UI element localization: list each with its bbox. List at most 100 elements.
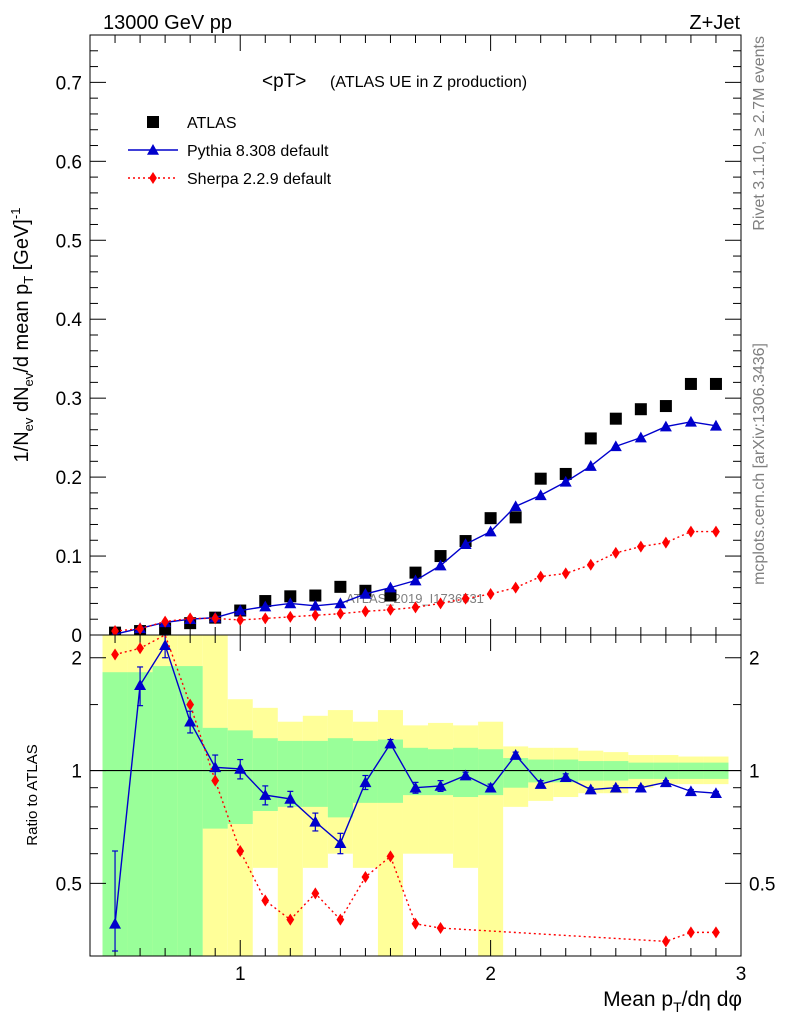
mcplots-label: mcplots.cern.ch [arXiv:1306.3436] <box>751 343 768 585</box>
legend-label: Pythia 8.308 default <box>187 143 329 160</box>
y-tick-label: 0.2 <box>56 468 82 489</box>
data-point <box>361 605 370 618</box>
ratio-point <box>459 769 472 781</box>
main-plot-panel: 00.10.20.30.40.50.60.7 ATLAS_2019_I17365… <box>56 34 742 647</box>
band-stat <box>327 738 353 818</box>
data-point <box>484 512 497 525</box>
data-point <box>511 581 520 594</box>
ratio-point <box>712 926 720 939</box>
data-point <box>609 412 622 425</box>
data-point <box>384 581 397 593</box>
ratio-series-triangle <box>109 634 722 952</box>
legend-entry: Sherpa 2.2.9 default <box>128 171 332 188</box>
band-stat <box>152 666 178 956</box>
main-plot-axes: 0 0.1 0.2 0.3 0.4 0.5 0.6 0.7 <box>56 35 741 647</box>
data-point <box>484 525 497 537</box>
ratio-y-tick-label: 1 <box>71 762 82 783</box>
ratio-point <box>361 870 370 883</box>
y-tick-label: 0.3 <box>56 389 82 410</box>
data-point <box>111 625 119 638</box>
data-point <box>659 400 672 413</box>
ratio-point <box>261 894 270 907</box>
ratio-point <box>609 781 622 793</box>
data-point <box>211 612 220 625</box>
ratio-point <box>311 887 320 900</box>
legend-label: ATLAS <box>187 115 237 132</box>
ratio-point <box>661 935 670 948</box>
data-point <box>411 601 420 614</box>
x-tick-label: 2 <box>485 964 496 985</box>
data-point <box>334 580 347 593</box>
ratio-point <box>111 648 119 661</box>
ratio-point <box>186 698 195 711</box>
data-point <box>136 622 144 635</box>
ratio-uncertainty-bands <box>102 635 729 956</box>
main-y-axis-label: 1/Nev dNev/d mean pT [GeV]-1 <box>8 208 36 463</box>
ratio-point <box>334 837 347 848</box>
ratio-point <box>687 926 695 939</box>
ratio-point <box>309 815 322 827</box>
data-point <box>634 403 647 416</box>
data-point <box>309 589 322 602</box>
data-point <box>309 599 322 611</box>
data-point <box>561 567 570 580</box>
legend-marker <box>147 144 159 155</box>
data-point <box>409 566 422 579</box>
data-point <box>661 536 670 549</box>
ratio-point <box>386 850 395 863</box>
ratio-point <box>709 787 722 799</box>
data-point <box>384 589 397 602</box>
ratio-point <box>136 642 144 655</box>
ratio-point <box>411 917 420 930</box>
legend: ATLAS Pythia 8.308 default Sherpa 2.2.9 de… <box>128 115 332 188</box>
data-point <box>584 460 597 471</box>
data-point <box>409 574 422 586</box>
data-point <box>509 511 522 524</box>
data-point <box>286 610 295 623</box>
ratio-point <box>286 913 295 926</box>
ratio-plot-axes: 0.5 0.5 1 1 2 2 1 2 3 <box>56 635 775 985</box>
ratio-point <box>384 737 397 749</box>
band-stat <box>127 672 153 956</box>
data-point <box>559 467 572 480</box>
data-point <box>584 432 597 445</box>
data-point <box>684 415 697 427</box>
data-point <box>386 603 395 616</box>
ratio-point <box>359 776 372 788</box>
ratio-series-diamond <box>111 634 720 948</box>
y-tick-label: 0.5 <box>56 231 82 252</box>
y-tick-label: 0.4 <box>56 310 83 331</box>
ratio-point <box>211 774 220 787</box>
data-point <box>261 612 270 625</box>
plot-title: <pT> (ATLAS UE in Z production) <box>262 71 527 92</box>
data-point <box>611 546 620 559</box>
ratio-point <box>134 679 147 690</box>
band-stat <box>503 758 529 788</box>
ratio-point <box>284 792 297 804</box>
data-point <box>534 489 547 501</box>
ratio-point <box>559 771 572 783</box>
plot-title-main: <pT> <box>262 71 306 92</box>
ratio-point <box>236 845 245 858</box>
y-tick-label: 0.6 <box>56 152 82 173</box>
band-stat <box>377 739 403 803</box>
data-point <box>336 607 345 620</box>
data-point <box>636 540 645 553</box>
ratio-point <box>634 781 647 793</box>
ratio-plot-data <box>109 634 722 952</box>
series-diamond <box>111 525 720 638</box>
y-tick-label: 0 <box>71 626 82 647</box>
band-stat <box>352 740 378 803</box>
data-point <box>359 587 372 599</box>
legend-entry: Pythia 8.308 default <box>128 143 329 160</box>
ratio-plot-frame <box>89 634 742 957</box>
legend-marker <box>149 172 157 184</box>
data-point <box>434 559 447 571</box>
data-point <box>236 614 245 626</box>
ratio-point <box>409 781 422 793</box>
ratio-y-tick-label-right: 1 <box>749 762 760 783</box>
data-point <box>259 600 272 612</box>
data-point <box>687 525 695 538</box>
ratio-point <box>534 778 547 789</box>
